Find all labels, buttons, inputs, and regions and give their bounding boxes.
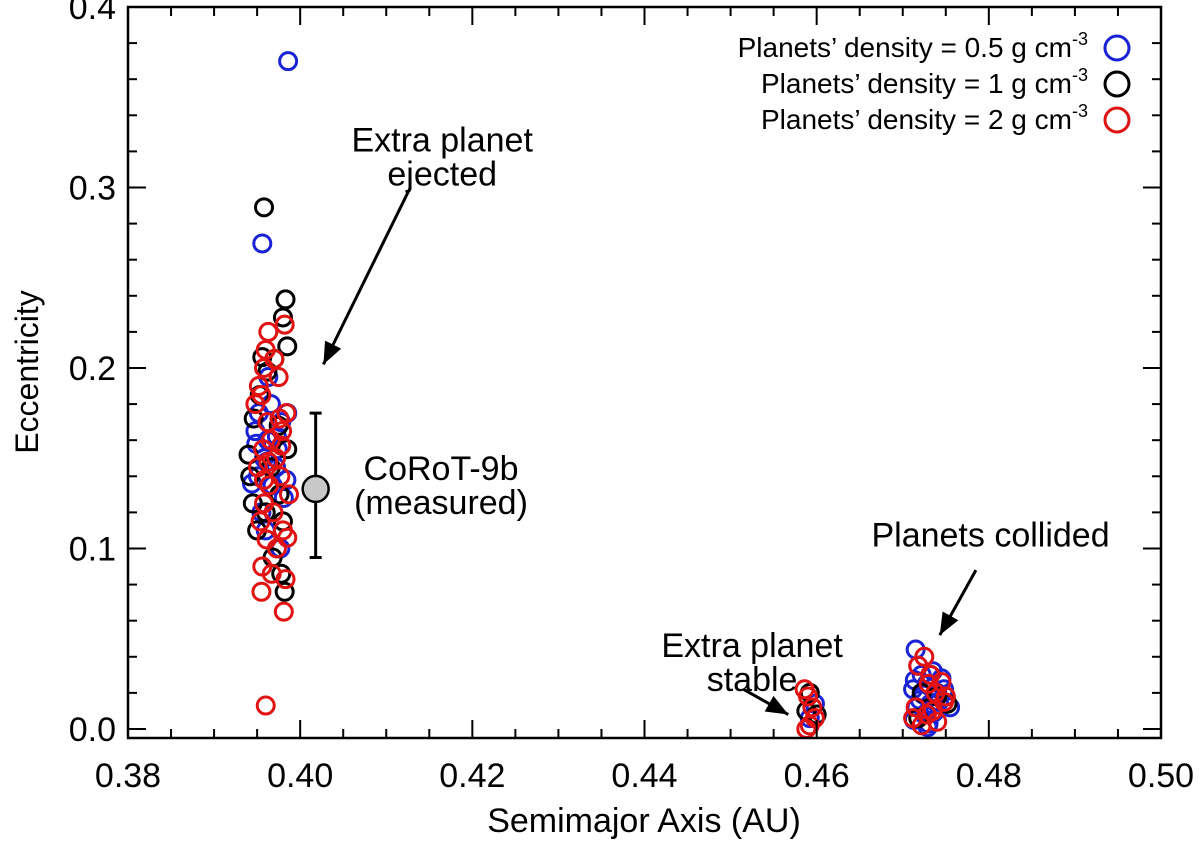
legend-marker-0 (1103, 34, 1131, 62)
data-point (242, 493, 263, 514)
x-tick-label: 0.46 (784, 757, 850, 795)
y-tick-label: 0.1 (69, 530, 116, 568)
measured-label-line2: (measured) (354, 484, 528, 522)
data-point (799, 715, 820, 736)
data-point (258, 451, 279, 472)
x-tick-label: 0.42 (439, 757, 505, 795)
data-point (255, 695, 276, 716)
y-tick-label: 0.4 (69, 0, 116, 27)
x-tick-label: 0.48 (956, 757, 1022, 795)
annotation-0-line-0: Extra planet (351, 121, 533, 159)
data-point (922, 700, 943, 721)
axis-ticks (127, 6, 1162, 738)
data-point (918, 673, 939, 694)
legend-marker-1 (1103, 70, 1131, 98)
annotation-arrow-head (764, 695, 789, 715)
legend-label-1: Planets’ density = 1 g cm-3 (761, 65, 1088, 99)
data-point (274, 581, 295, 602)
data-point (278, 51, 299, 72)
data-point (258, 321, 279, 342)
data-point (271, 563, 292, 584)
data-point (251, 581, 272, 602)
data-point (254, 357, 275, 378)
data-point (798, 686, 819, 707)
data-points-layer (238, 51, 961, 739)
legend-marker-2 (1103, 106, 1131, 134)
series-2-points (245, 314, 956, 739)
data-point (252, 233, 273, 254)
data-point (271, 435, 292, 456)
data-point (257, 412, 278, 433)
x-tick-label: 0.50 (1128, 757, 1194, 795)
y-tick-label: 0.3 (69, 169, 116, 207)
series-1-points (238, 197, 958, 729)
legend-label-2: Planets’ density = 2 g cm-3 (761, 101, 1088, 135)
data-point (277, 527, 298, 548)
annotation-arrow-head (323, 340, 342, 365)
y-axis-label: Eccentricity (9, 290, 45, 454)
data-point (254, 197, 275, 218)
data-point (261, 563, 282, 584)
data-point (266, 538, 287, 559)
data-point (251, 385, 272, 406)
data-point (277, 336, 298, 357)
legend-label-0: Planets’ density = 0.5 g cm-3 (738, 29, 1088, 63)
data-point (259, 475, 280, 496)
data-point (269, 408, 290, 429)
axis-tick-labels: 0.38 0.40 0.42 0.44 0.46 0.48 0.50 0.0 0.1 0.2 0.3… (69, 0, 1194, 795)
annotation-1-line-0: Planets collided (871, 517, 1109, 555)
x-tick-label: 0.40 (267, 757, 333, 795)
annotation-0-line-1: ejected (387, 155, 497, 193)
y-tick-label: 0.2 (69, 350, 116, 388)
data-point (903, 708, 924, 729)
data-point (278, 484, 299, 505)
x-tick-label: 0.44 (611, 757, 677, 795)
annotation-arrow-head (939, 611, 959, 636)
annotation-arrow-shaft (322, 186, 412, 366)
data-point (268, 367, 289, 388)
data-point (273, 601, 294, 622)
data-point (263, 502, 284, 523)
data-point (250, 511, 271, 532)
x-tick-label: 0.38 (95, 757, 161, 795)
measured-point-group: CoRoT-9b(measured) (301, 411, 528, 560)
data-point (253, 439, 274, 460)
data-point (243, 408, 264, 429)
data-point (248, 376, 269, 397)
measured-label-line1: CoRoT-9b (364, 450, 519, 488)
annotation-2-line-0: Extra planet (661, 627, 843, 665)
data-point (275, 289, 296, 310)
x-axis-label: Semimajor Axis (AU) (487, 802, 801, 840)
y-tick-label: 0.0 (69, 711, 116, 749)
data-point (274, 314, 295, 335)
measured-point (301, 474, 330, 504)
data-point (254, 469, 275, 490)
